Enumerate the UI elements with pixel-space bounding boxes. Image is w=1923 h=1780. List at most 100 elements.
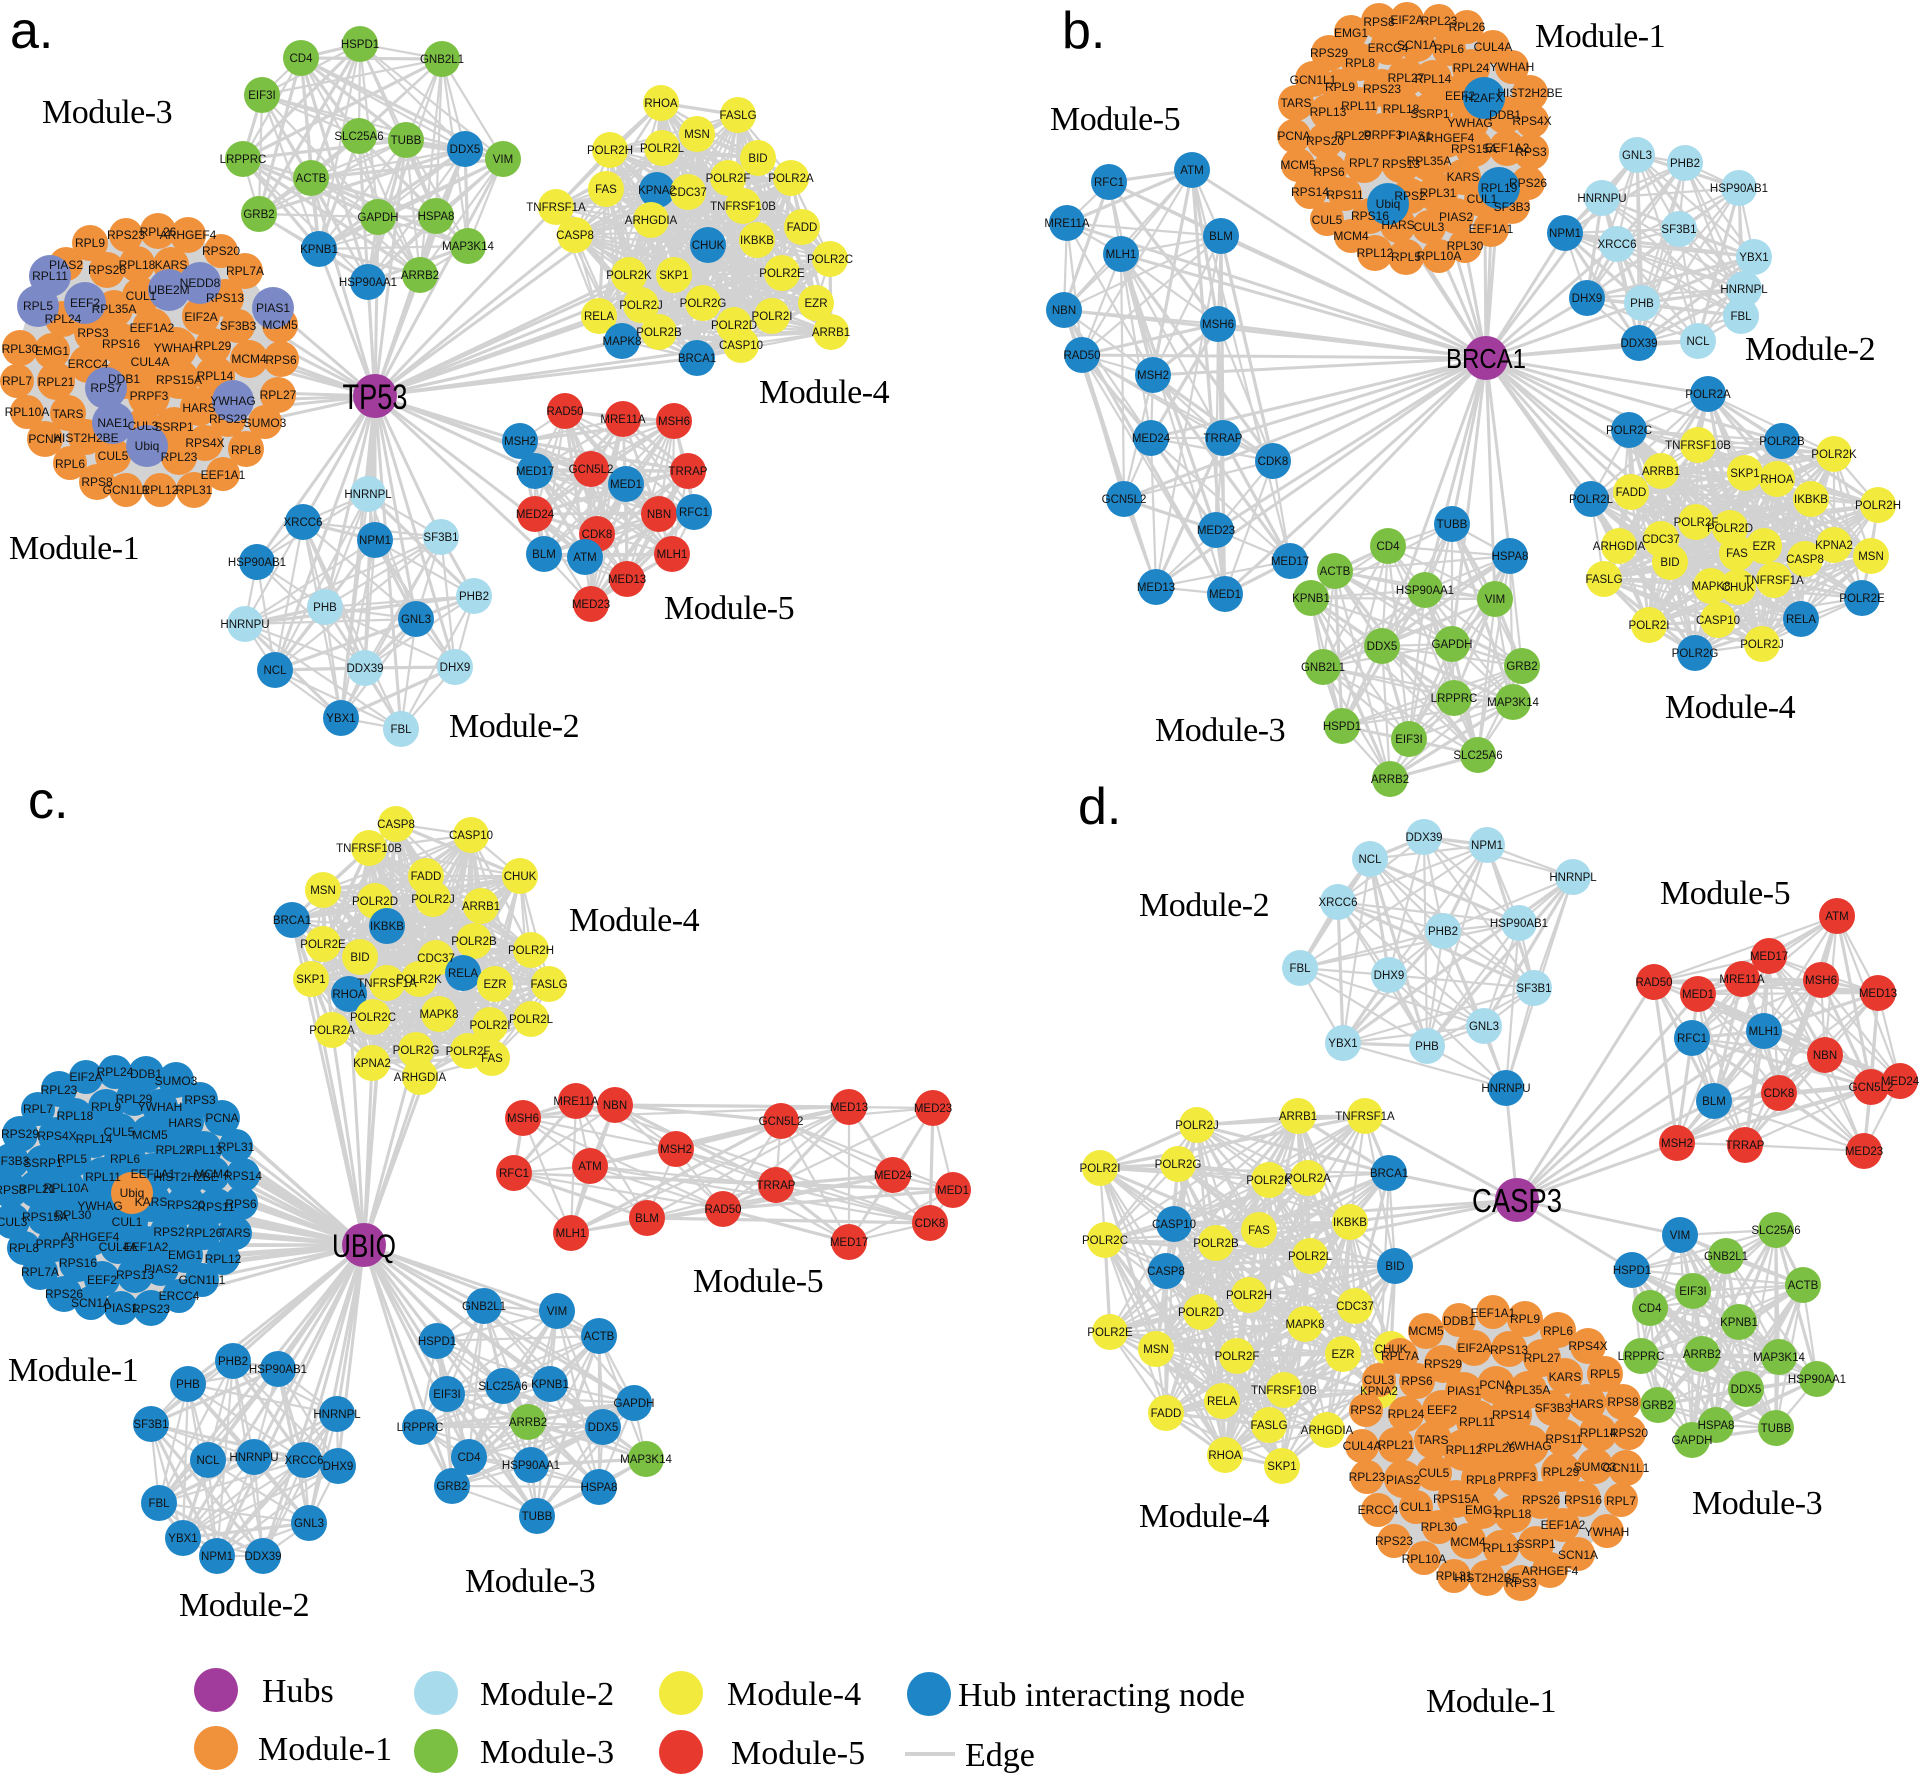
svg-text:TUBB: TUBB <box>522 1511 553 1523</box>
svg-text:RPS20: RPS20 <box>167 1198 205 1212</box>
svg-text:YWHAH: YWHAH <box>154 341 199 355</box>
svg-text:EZR: EZR <box>805 298 828 310</box>
svg-text:Module-3: Module-3 <box>465 1563 595 1600</box>
svg-text:BLM: BLM <box>1209 231 1233 243</box>
svg-text:MED17: MED17 <box>1271 556 1309 568</box>
svg-text:CUL4A: CUL4A <box>99 1240 138 1254</box>
svg-text:RFC1: RFC1 <box>1094 177 1124 189</box>
svg-text:HNRNPU: HNRNPU <box>220 619 269 631</box>
svg-text:RPL10A: RPL10A <box>1402 1552 1447 1566</box>
svg-text:RPL27: RPL27 <box>1524 1351 1561 1365</box>
svg-text:PRPF3: PRPF3 <box>1498 1470 1537 1484</box>
svg-text:HNRNPU: HNRNPU <box>1481 1083 1530 1095</box>
svg-text:SUMO3: SUMO3 <box>155 1074 198 1088</box>
svg-text:BLM: BLM <box>1702 1096 1726 1108</box>
svg-text:RPS20: RPS20 <box>1610 1426 1648 1440</box>
svg-text:PIAS1: PIAS1 <box>1398 129 1432 143</box>
svg-text:PIAS2: PIAS2 <box>1386 1473 1420 1487</box>
svg-text:HSP90AB1: HSP90AB1 <box>228 557 286 569</box>
svg-text:MED24: MED24 <box>874 1170 913 1182</box>
svg-text:CHUK: CHUK <box>1722 582 1755 594</box>
svg-text:ERCC4: ERCC4 <box>1368 41 1409 55</box>
svg-text:CASP8: CASP8 <box>556 230 594 242</box>
svg-text:PCNA: PCNA <box>28 432 61 446</box>
svg-text:RPL26: RPL26 <box>140 225 177 239</box>
svg-text:CASP10: CASP10 <box>719 340 763 352</box>
svg-text:Module-2: Module-2 <box>449 708 579 745</box>
svg-text:RPL10A: RPL10A <box>44 1181 89 1195</box>
svg-text:MED17: MED17 <box>830 1237 868 1249</box>
svg-text:HARS: HARS <box>168 1116 201 1130</box>
svg-text:CHUK: CHUK <box>504 871 537 883</box>
svg-text:MED13: MED13 <box>608 574 646 586</box>
svg-text:EEF2: EEF2 <box>1427 1403 1457 1417</box>
svg-text:PIAS2: PIAS2 <box>144 1262 178 1276</box>
svg-text:RELA: RELA <box>1207 1396 1237 1408</box>
svg-text:HIST2H2BE: HIST2H2BE <box>153 1170 218 1184</box>
svg-text:RPL24: RPL24 <box>1453 61 1490 75</box>
svg-text:HNRNPL: HNRNPL <box>313 1409 361 1421</box>
svg-text:RPL24: RPL24 <box>1388 1407 1425 1421</box>
svg-text:POLR2F: POLR2F <box>446 1046 491 1058</box>
svg-text:POLR2D: POLR2D <box>1707 523 1753 535</box>
svg-text:CUL3: CUL3 <box>128 419 159 433</box>
svg-text:ACTB: ACTB <box>296 173 327 185</box>
svg-text:DDX39: DDX39 <box>1620 338 1657 350</box>
svg-text:TNFRSF10B: TNFRSF10B <box>710 201 776 213</box>
svg-text:RFC1: RFC1 <box>499 1168 529 1180</box>
svg-text:HSPD1: HSPD1 <box>1323 721 1361 733</box>
svg-text:RPS23: RPS23 <box>1375 1534 1413 1548</box>
svg-text:POLR2B: POLR2B <box>1193 1238 1239 1250</box>
svg-text:ACTB: ACTB <box>584 1331 615 1343</box>
svg-text:GCN1L1: GCN1L1 <box>1603 1461 1650 1475</box>
svg-text:RPS13: RPS13 <box>1490 1343 1528 1357</box>
svg-text:Hub interacting node: Hub interacting node <box>958 1677 1245 1714</box>
svg-text:YWHAG: YWHAG <box>77 1199 122 1213</box>
svg-text:POLR2E: POLR2E <box>300 939 346 951</box>
svg-text:BLM: BLM <box>532 549 556 561</box>
svg-text:ATM: ATM <box>1825 911 1848 923</box>
svg-text:ARHGEF4: ARHGEF4 <box>63 1230 120 1244</box>
svg-text:RPS14: RPS14 <box>1492 1408 1530 1422</box>
svg-text:GRB2: GRB2 <box>243 209 274 221</box>
svg-text:BLM: BLM <box>635 1213 659 1225</box>
svg-text:EEF2: EEF2 <box>70 296 100 310</box>
svg-text:TRRAP: TRRAP <box>757 1180 796 1192</box>
svg-text:HSP90AB1: HSP90AB1 <box>1490 918 1548 930</box>
svg-text:NAE1: NAE1 <box>97 416 129 430</box>
svg-text:Module-1: Module-1 <box>8 1352 138 1389</box>
svg-text:FASLG: FASLG <box>1250 1420 1287 1432</box>
svg-text:RAD50: RAD50 <box>546 406 583 418</box>
svg-text:SKP1: SKP1 <box>296 974 325 986</box>
svg-text:RPL31: RPL31 <box>1420 186 1457 200</box>
svg-text:EEF1A2: EEF1A2 <box>130 321 175 335</box>
svg-text:ACTB: ACTB <box>1788 1280 1819 1292</box>
svg-text:RPS15A: RPS15A <box>156 373 202 387</box>
svg-text:DDB1: DDB1 <box>108 372 140 386</box>
svg-text:CUL5: CUL5 <box>1312 213 1343 227</box>
svg-text:DHX9: DHX9 <box>1572 293 1603 305</box>
svg-text:EEF1A1: EEF1A1 <box>131 1167 176 1181</box>
svg-text:POLR2L: POLR2L <box>509 1014 554 1026</box>
svg-text:MCM4: MCM4 <box>1333 229 1369 243</box>
svg-text:POLR2D: POLR2D <box>711 320 757 332</box>
svg-text:POLR2B: POLR2B <box>636 327 682 339</box>
svg-text:SKP1: SKP1 <box>1267 1461 1296 1473</box>
svg-text:POLR2A: POLR2A <box>309 1025 355 1037</box>
svg-text:XRCC6: XRCC6 <box>1319 897 1358 909</box>
svg-text:GNL3: GNL3 <box>401 614 431 626</box>
svg-text:RPL8: RPL8 <box>9 1241 39 1255</box>
svg-text:HSP90AA1: HSP90AA1 <box>339 277 397 289</box>
svg-text:RPL7A: RPL7A <box>226 264 264 278</box>
svg-text:EEF1A1: EEF1A1 <box>1471 1306 1516 1320</box>
svg-text:POLR2I: POLR2I <box>1629 620 1670 632</box>
svg-text:DDX5: DDX5 <box>1731 1384 1762 1396</box>
svg-text:RPS16: RPS16 <box>1351 209 1389 223</box>
svg-text:RPS6: RPS6 <box>1401 1374 1433 1388</box>
svg-text:KPNB1: KPNB1 <box>300 244 338 256</box>
svg-text:POLR2K: POLR2K <box>396 974 442 986</box>
svg-text:CUL3: CUL3 <box>0 1215 28 1229</box>
svg-text:DDX5: DDX5 <box>588 1422 619 1434</box>
svg-text:HIST2H2BE: HIST2H2BE <box>53 431 118 445</box>
svg-text:CDK8: CDK8 <box>582 529 613 541</box>
